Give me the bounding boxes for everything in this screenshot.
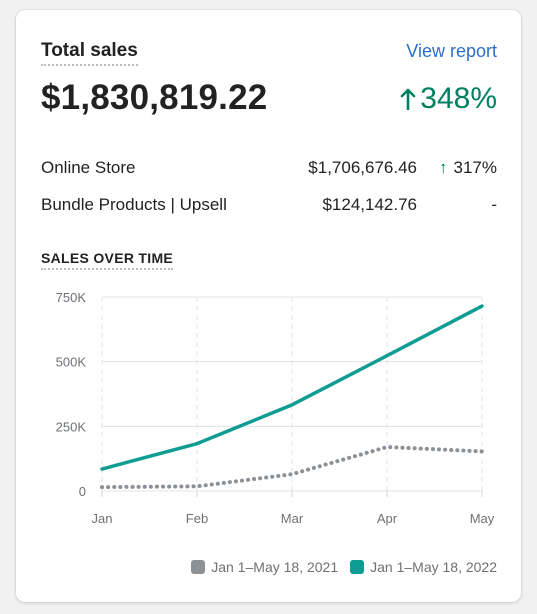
card-title[interactable]: Total sales (41, 40, 138, 66)
series-line-current (100, 304, 484, 471)
total-sales-value: $1,830,819.22 (41, 78, 268, 117)
breakdown-change: ↑ 317% (439, 158, 497, 178)
breakdown-label: Bundle Products | Upsell (41, 195, 227, 214)
chart-section-title[interactable]: SALES OVER TIME (41, 250, 174, 270)
chart-legend: Jan 1–May 18, 2021 Jan 1–May 18, 2022 (191, 559, 497, 575)
breakdown-amount: $124,142.76 (322, 195, 417, 214)
growth-indicator: 348% (400, 82, 497, 116)
breakdown-amount: $1,706,676.46 (308, 158, 417, 177)
arrow-up-icon (400, 88, 416, 110)
legend-swatch (350, 560, 365, 574)
view-report-link[interactable]: View report (406, 41, 497, 61)
breakdown-change: - (491, 195, 497, 215)
total-sales-card: Total sales View report $1,830,819.22 34… (16, 10, 521, 602)
x-tick-label: May (470, 511, 495, 526)
y-tick-label: 500K (56, 355, 87, 370)
x-tick-label: Apr (377, 511, 398, 526)
y-tick-label: 750K (56, 290, 87, 305)
sales-over-time-chart: 750K 500K 250K 0 Jan Feb Mar Apr May (56, 290, 495, 526)
legend-item-current[interactable]: Jan 1–May 18, 2022 (350, 559, 497, 575)
breakdown-label: Online Store (41, 158, 136, 177)
arrow-up-icon: ↑ (439, 158, 448, 177)
x-tick-label: Feb (186, 511, 208, 526)
breakdown-change-value: 317% (453, 158, 497, 177)
x-tick-label: Jan (92, 511, 113, 526)
legend-swatch (191, 560, 206, 574)
y-tick-label: 0 (79, 484, 86, 499)
breakdown-row: Bundle Products | Upsell $124,142.76 - (41, 195, 497, 219)
series-line-previous (100, 445, 484, 490)
legend-label: Jan 1–May 18, 2021 (211, 559, 339, 575)
legend-item-previous[interactable]: Jan 1–May 18, 2021 (191, 559, 338, 575)
y-tick-label: 250K (56, 419, 87, 434)
x-tick-label: Mar (281, 511, 304, 526)
breakdown-change-value: - (491, 195, 497, 214)
legend-label: Jan 1–May 18, 2022 (370, 559, 497, 575)
breakdown-row: Online Store $1,706,676.46 ↑ 317% (41, 158, 497, 182)
growth-percent: 348% (420, 82, 497, 115)
